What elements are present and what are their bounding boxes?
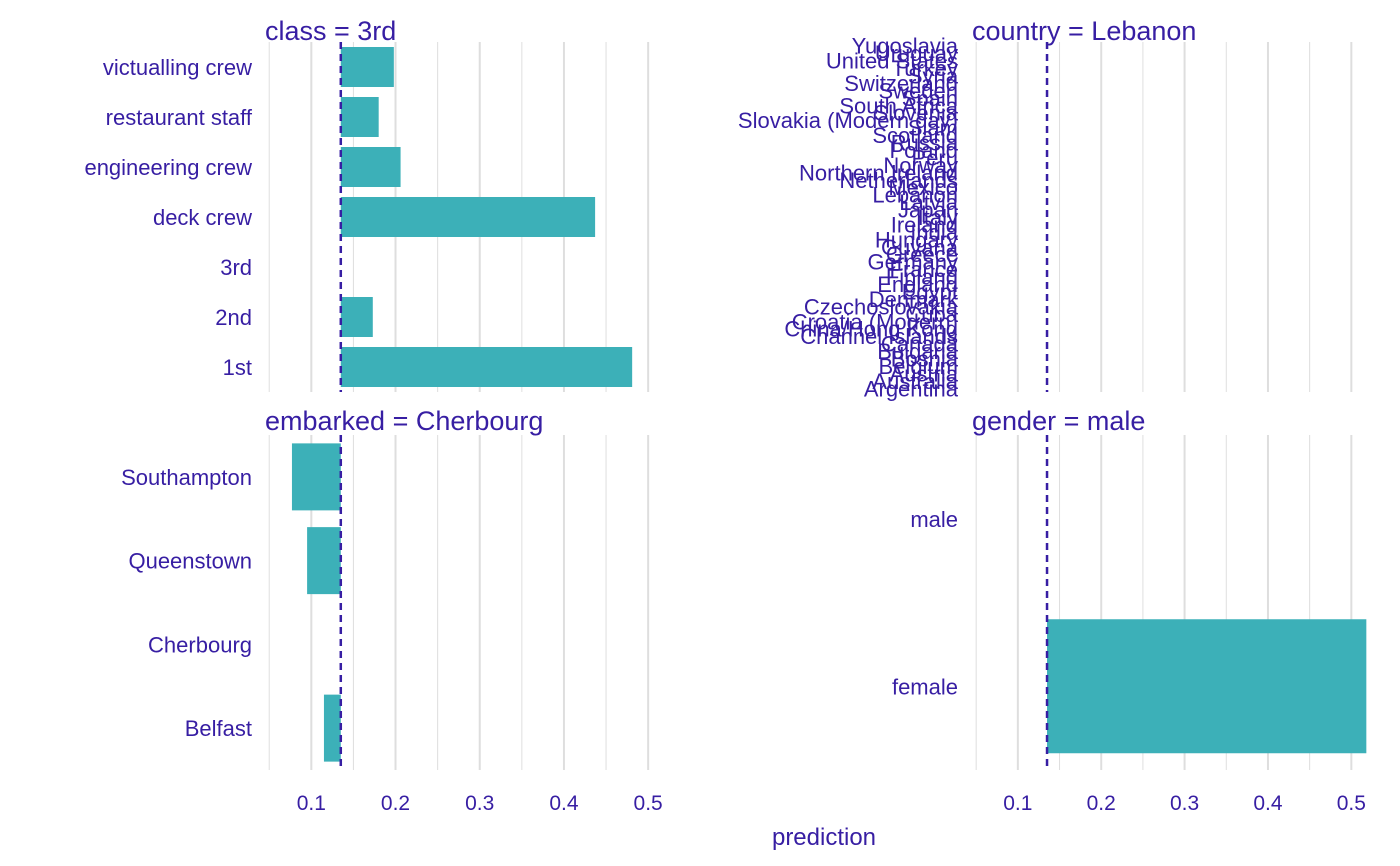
tick-label: 0.4 (1253, 792, 1283, 815)
category-label: Hungary (875, 227, 958, 252)
category-label: Northern Ireland (799, 160, 958, 185)
category-label: Latvia (899, 190, 958, 215)
category-label: Slovenia (874, 101, 959, 126)
category-label: Belgium (879, 354, 958, 379)
category-label: Peru (912, 145, 958, 170)
category-label: England (877, 272, 958, 297)
bar (340, 197, 596, 237)
bar (323, 694, 341, 762)
category-label: Argentina (864, 376, 959, 401)
category-label: Austria (890, 361, 959, 386)
category-label: Scotland (872, 123, 958, 148)
category-label: Channel Islands (800, 324, 958, 349)
bar (291, 443, 341, 511)
category-label: restaurant staff (106, 105, 253, 130)
category-label: Norway (883, 153, 958, 178)
category-label: Poland (889, 138, 958, 163)
category-label: Uruguay (875, 41, 958, 66)
panel-1: victualling crew restaurant staff engineer… (84, 16, 650, 392)
category-label: Southampton (121, 465, 252, 490)
category-label: Slovakia (Modern day) (738, 108, 958, 133)
category-label: Russia (891, 131, 959, 156)
category-label: Bosnia (891, 346, 959, 371)
panel-title: country = Lebanon (972, 16, 1196, 46)
x-axis-title: prediction (772, 824, 876, 851)
category-label: South Africa (839, 93, 958, 118)
category-label: Finland (886, 265, 958, 290)
tick-label: 0.1 (297, 792, 326, 815)
category-label: Switzerland (844, 71, 958, 96)
category-label: Cuba (905, 302, 958, 327)
tick-label: 0.4 (549, 792, 579, 815)
category-label: Siam (908, 116, 958, 141)
category-label: Italy (918, 205, 958, 230)
bar (340, 97, 379, 137)
category-label: Canada (881, 332, 959, 357)
category-label: Czechoslovakia (804, 294, 959, 319)
tick-label: 0.5 (1337, 792, 1366, 815)
category-label: Lebanon (872, 183, 958, 208)
category-label: Queenstown (128, 549, 252, 574)
category-label: Egypt (902, 279, 958, 304)
category-label: male (910, 507, 958, 532)
bar (340, 47, 394, 87)
bar (340, 147, 401, 187)
tick-label: 0.2 (1087, 792, 1116, 815)
category-label: Yugoslavia (852, 34, 959, 59)
category-label: Guyana (881, 235, 959, 260)
category-label: Belfast (185, 716, 252, 741)
category-label: 3rd (220, 255, 252, 280)
category-label: Mexico (888, 175, 958, 200)
category-label: France (890, 257, 958, 282)
category-label: Syria (908, 64, 959, 89)
category-label: engineering crew (84, 155, 252, 180)
category-label: Croatia (Modern) (792, 309, 958, 334)
tick-label: 0.3 (1170, 792, 1199, 815)
category-label: United States (826, 49, 958, 74)
panel-title: gender = male (972, 406, 1145, 436)
category-label: Netherlands (839, 168, 958, 193)
category-label: China/Hong Kong (784, 317, 958, 342)
category-label: Spain (902, 86, 958, 111)
panel-3: Southampton Queenstown Cherbourg Belfast emb… (121, 406, 663, 815)
category-label: Ireland (891, 212, 958, 237)
bar (340, 347, 633, 387)
category-label: Bulgaria (877, 339, 958, 364)
panel-title: class = 3rd (265, 16, 396, 46)
tick-label: 0.5 (634, 792, 663, 815)
category-label: deck crew (153, 205, 252, 230)
bar (1047, 619, 1367, 754)
category-label: female (892, 674, 958, 699)
panel-4: male female gender = male 0.1 0.2 0.3 0.4 0.5 (892, 406, 1367, 815)
bar (307, 527, 341, 595)
category-label: Australia (872, 369, 958, 394)
panels: victualling crew restaurant staff engineer… (84, 16, 1367, 815)
category-label: 1st (223, 355, 252, 380)
category-label: Japan (898, 198, 958, 223)
tick-label: 0.3 (465, 792, 494, 815)
category-label: Turkey (892, 56, 958, 81)
tick-label: 0.1 (1003, 792, 1032, 815)
category-label: Greece (886, 242, 958, 267)
category-label: victualling crew (103, 55, 252, 80)
tick-label: 0.2 (381, 792, 410, 815)
category-label: Cherbourg (148, 632, 252, 657)
category-label: Sweden (878, 78, 958, 103)
category-label: Denmark (869, 287, 959, 312)
panel-title: embarked = Cherbourg (265, 406, 543, 436)
category-label: Germany (868, 250, 958, 275)
bar (340, 297, 373, 337)
category-label: India (910, 220, 958, 245)
category-label: 2nd (215, 305, 252, 330)
